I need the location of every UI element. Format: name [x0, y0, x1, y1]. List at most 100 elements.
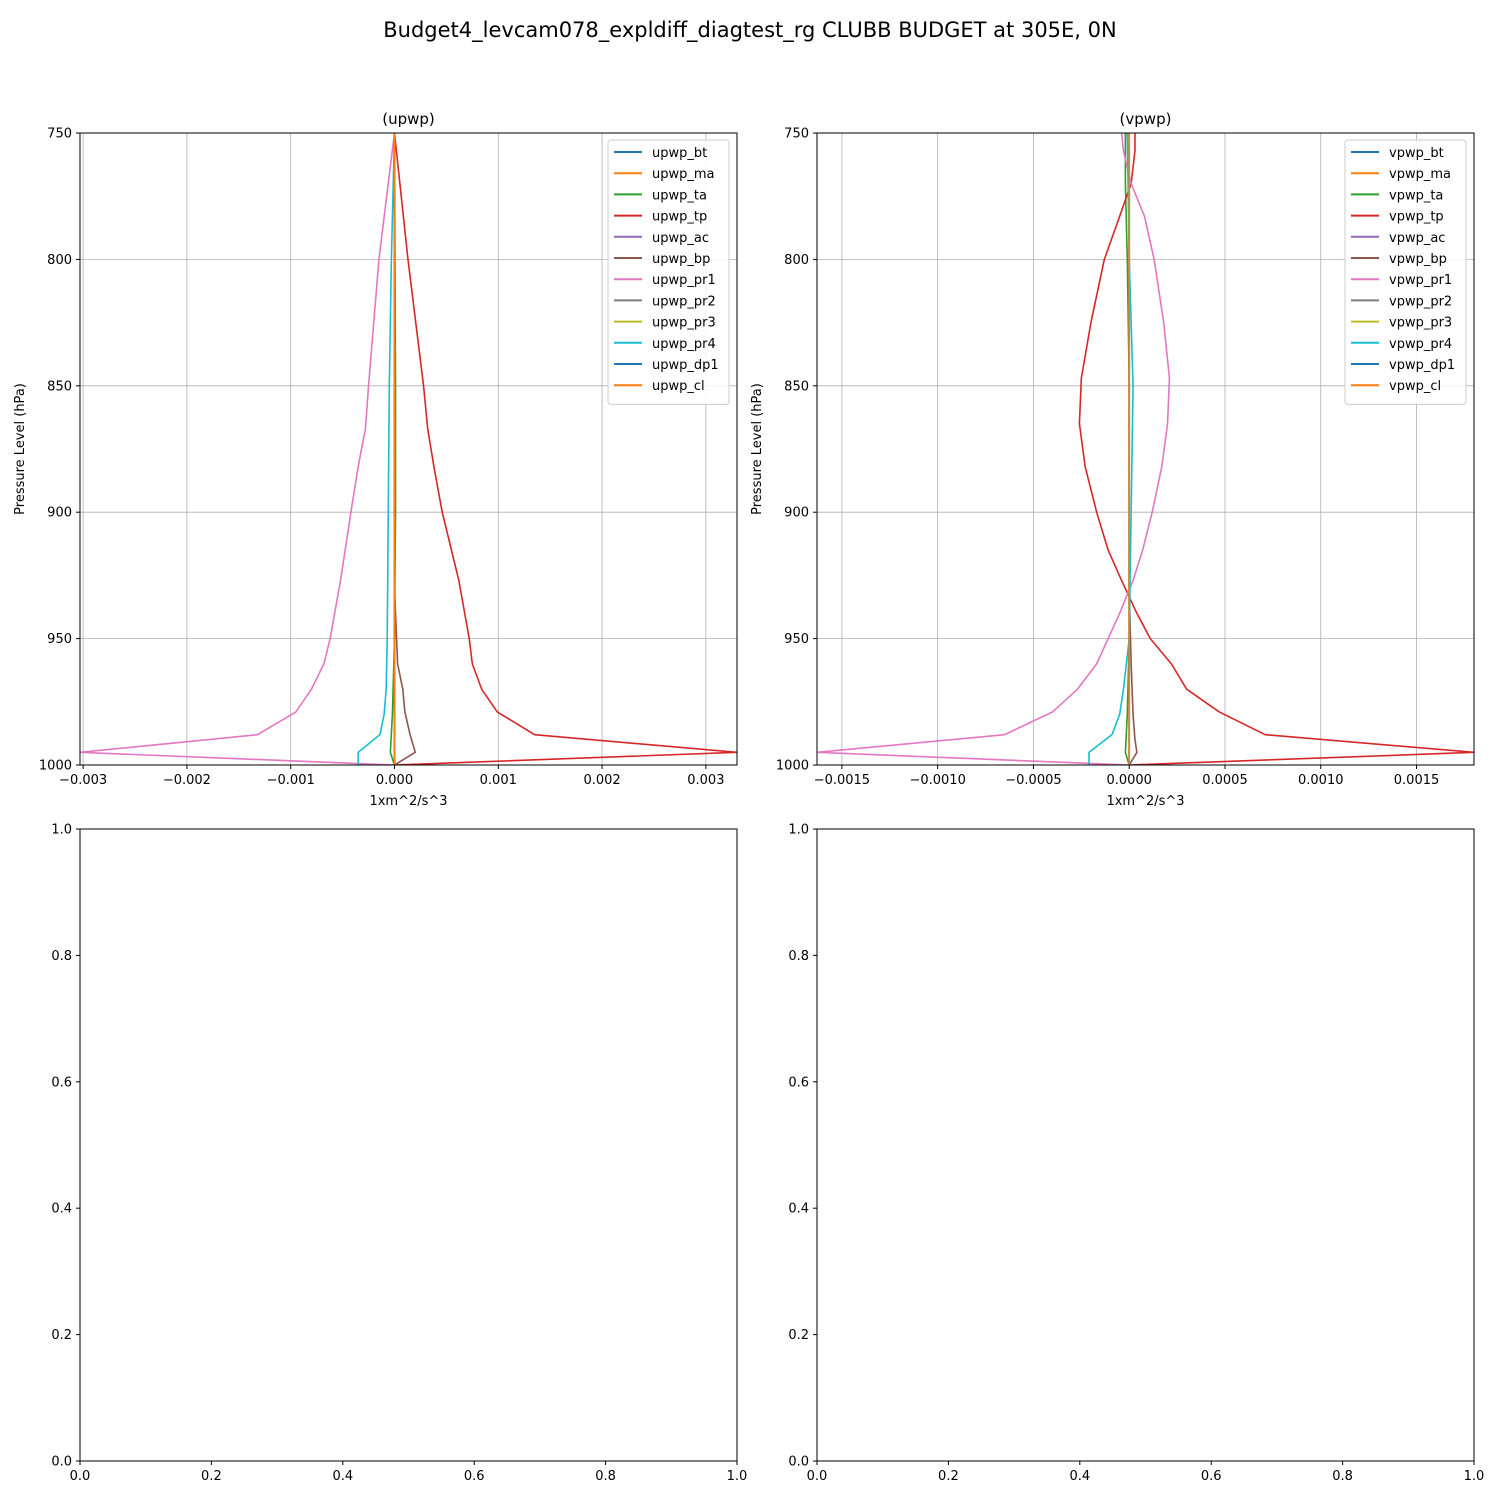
- y-tick-label: 0.0: [788, 1455, 809, 1470]
- x-tick-label: 0.6: [464, 1469, 485, 1484]
- legend-label: upwp_pr2: [652, 294, 716, 309]
- y-tick-label: 1.0: [51, 823, 72, 838]
- y-tick-label: 950: [784, 632, 809, 647]
- legend-label: upwp_pr4: [652, 337, 716, 352]
- x-tick-label: 0.003: [687, 773, 724, 788]
- x-tick-label: 0.001: [480, 773, 517, 788]
- legend-label: upwp_pr3: [652, 316, 716, 331]
- x-tick-label: 0.8: [595, 1469, 616, 1484]
- y-tick-label: 0.0: [51, 1455, 72, 1470]
- series-line-upwp_pr4: [357, 133, 396, 765]
- y-tick-label: 1000: [776, 759, 809, 774]
- x-tick-label: 0.2: [201, 1469, 222, 1484]
- y-tick-label: 0.8: [51, 949, 72, 964]
- x-tick-label: 0.000: [376, 773, 413, 788]
- series-line-vpwp_pr1: [817, 133, 1171, 765]
- y-tick-label: 900: [47, 506, 72, 521]
- x-tick-label: 0.6: [1201, 1469, 1222, 1484]
- figure-suptitle: Budget4_levcam078_expldiff_diagtest_rg C…: [383, 18, 1116, 43]
- legend-label: vpwp_bp: [1389, 252, 1447, 267]
- series-line-upwp_pr1: [80, 133, 396, 765]
- x-tick-label: 0.2: [938, 1469, 959, 1484]
- y-tick-label: 900: [784, 506, 809, 521]
- x-tick-label: −0.0015: [814, 773, 870, 788]
- y-tick-label: 0.2: [51, 1328, 72, 1343]
- panel-2: −0.0015 −0.0010 −0.0005 0.0000 0.0005 0.0010 0…: [750, 110, 1475, 809]
- axes-frame: [79, 828, 738, 1462]
- x-tick-label: −0.0005: [1005, 773, 1061, 788]
- legend-label: vpwp_ac: [1389, 231, 1445, 246]
- y-tick-label: 0.4: [51, 1202, 72, 1217]
- y-tick-label: 0.6: [788, 1075, 809, 1090]
- legend-label: upwp_dp1: [652, 358, 719, 373]
- x-tick-label: 0.0010: [1298, 773, 1344, 788]
- y-tick-label: 800: [784, 253, 809, 268]
- legend-label: vpwp_tp: [1389, 210, 1444, 225]
- x-tick-label: 0.002: [583, 773, 620, 788]
- x-tick-label: 1.0: [1464, 1469, 1485, 1484]
- x-tick-label: −0.001: [267, 773, 315, 788]
- legend-label: upwp_cl: [652, 379, 705, 394]
- y-tick-label: 1000: [39, 759, 72, 774]
- x-tick-label: −0.002: [163, 773, 211, 788]
- y-tick-label: 850: [784, 379, 809, 394]
- legend-label: upwp_tp: [652, 210, 707, 225]
- axes-frame: [79, 132, 738, 766]
- series-line-vpwp_tp: [1078, 133, 1474, 765]
- y-tick-label: 0.6: [51, 1075, 72, 1090]
- x-tick-label: 0.0: [807, 1469, 828, 1484]
- panels: −0.003 −0.002 −0.001 0.000 0.001 0.002 0.003 75…: [13, 110, 1484, 1484]
- legend: vpwp_bt vpwp_ma vpwp_ta vpwp_tp vpwp_ac vpwp_…: [1344, 139, 1467, 405]
- y-axis-label: Pressure Level (hPa): [13, 383, 28, 515]
- legend-label: vpwp_dp1: [1389, 358, 1455, 373]
- x-tick-label: 0.4: [332, 1469, 353, 1484]
- legend-label: upwp_ma: [652, 167, 715, 182]
- legend-label: upwp_ac: [652, 231, 709, 246]
- x-tick-label: 0.0: [70, 1469, 91, 1484]
- y-axis-label: Pressure Level (hPa): [750, 383, 765, 515]
- series-line-vpwp_pr4: [1088, 133, 1134, 765]
- panel-3: 0.0 0.2 0.4 0.6 0.8 1.0 0.0 0.2 0.4 0.6 0.8 1.0: [51, 823, 747, 1485]
- y-tick-label: 850: [47, 379, 72, 394]
- legend-label: vpwp_pr1: [1389, 273, 1452, 288]
- x-tick-label: −0.0010: [909, 773, 965, 788]
- legend-label: upwp_ta: [652, 188, 707, 203]
- y-tick-label: 750: [47, 127, 72, 142]
- series-group: [80, 133, 737, 765]
- y-tick-label: 0.4: [788, 1202, 809, 1217]
- series-line-upwp_tp: [393, 133, 737, 765]
- legend-label: vpwp_pr4: [1389, 337, 1452, 352]
- y-tick-label: 800: [47, 253, 72, 268]
- x-axis-label: 1xm^2/s^3: [1106, 794, 1184, 809]
- panel-title: (upwp): [382, 110, 435, 128]
- legend-label: vpwp_bt: [1389, 146, 1444, 161]
- y-tick-label: 1.0: [788, 823, 809, 838]
- series-group: [817, 133, 1474, 765]
- x-axis-label: 1xm^2/s^3: [369, 794, 447, 809]
- legend-label: vpwp_ma: [1389, 167, 1451, 182]
- legend-label: upwp_bt: [652, 146, 707, 161]
- x-tick-label: −0.003: [59, 773, 107, 788]
- x-tick-label: 0.0005: [1202, 773, 1248, 788]
- legend-box: [607, 139, 730, 405]
- y-tick-label: 0.8: [788, 949, 809, 964]
- x-tick-label: 0.0000: [1106, 773, 1152, 788]
- y-tick-label: 0.2: [788, 1328, 809, 1343]
- y-tick-label: 950: [47, 632, 72, 647]
- x-tick-label: 0.4: [1069, 1469, 1090, 1484]
- x-tick-label: 0.8: [1332, 1469, 1353, 1484]
- panel-1: −0.003 −0.002 −0.001 0.000 0.001 0.002 0.003 75…: [13, 110, 738, 809]
- legend-label: vpwp_cl: [1389, 379, 1441, 394]
- x-tick-label: 0.0015: [1394, 773, 1440, 788]
- y-tick-label: 750: [784, 127, 809, 142]
- axes-frame: [816, 132, 1475, 766]
- legend-label: vpwp_pr3: [1389, 316, 1452, 331]
- legend-label: vpwp_pr2: [1389, 294, 1452, 309]
- legend-box: [1344, 139, 1467, 405]
- legend-label: upwp_bp: [652, 252, 710, 267]
- panel-title: (vpwp): [1120, 110, 1172, 128]
- x-tick-label: 1.0: [727, 1469, 748, 1484]
- legend: upwp_bt upwp_ma upwp_ta upwp_tp upwp_ac upwp_…: [607, 139, 730, 405]
